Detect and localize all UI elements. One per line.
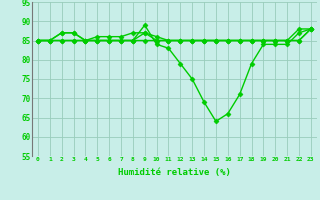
X-axis label: Humidité relative (%): Humidité relative (%) <box>118 168 231 177</box>
